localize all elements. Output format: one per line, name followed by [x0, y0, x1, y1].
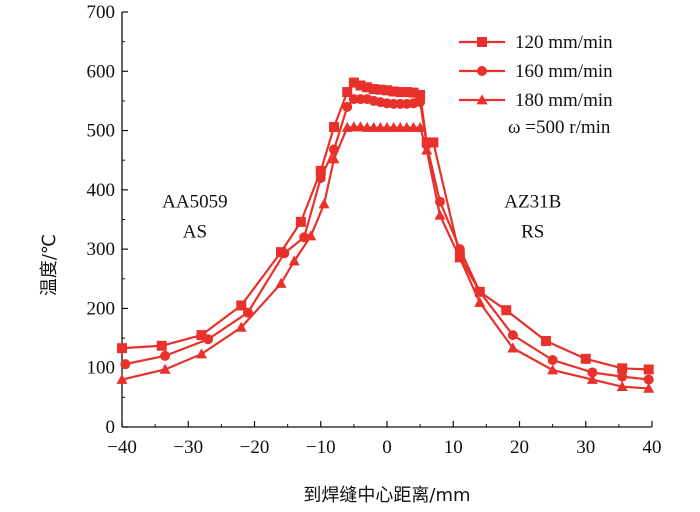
data-point [501, 305, 512, 316]
data-point [196, 330, 207, 341]
y-tick-label: 0 [106, 417, 116, 438]
data-point [329, 122, 339, 133]
y-tick-label: 100 [87, 358, 116, 379]
x-tick-label: −30 [173, 437, 203, 458]
data-point [236, 300, 247, 311]
data-point [318, 198, 330, 209]
y-tick-label: 500 [87, 121, 116, 142]
legend-label: 180 mm/min [515, 90, 613, 111]
series-triangle [116, 121, 655, 393]
data-point [408, 87, 419, 98]
data-point [547, 355, 558, 366]
y-tick-label: 600 [87, 61, 116, 82]
data-point [159, 363, 171, 374]
series-circle [120, 94, 654, 385]
data-point [196, 348, 207, 359]
data-point [295, 216, 306, 227]
data-point [586, 373, 598, 384]
data-point [395, 87, 406, 98]
data-point [382, 85, 392, 96]
data-point [328, 153, 340, 164]
data-point [342, 87, 353, 98]
annotation: AA5059 [162, 192, 227, 213]
data-point [454, 252, 466, 263]
data-point [617, 371, 628, 382]
data-point [541, 336, 551, 347]
x-tick-label: 40 [643, 437, 662, 458]
y-tick-label: 200 [87, 298, 116, 319]
series-layer [116, 77, 655, 393]
data-point [160, 350, 171, 361]
data-point [368, 84, 379, 95]
y-axis-title: 温度/℃ [39, 234, 60, 296]
data-point [342, 101, 353, 112]
data-point [117, 343, 127, 354]
annotation: RS [521, 221, 544, 242]
data-point [617, 363, 628, 374]
x-tick-label: 20 [510, 437, 529, 458]
y-tick-label: 300 [87, 239, 116, 260]
legend: 120 mm/min 160 mm/min 180 mm/min [459, 32, 613, 111]
data-point [643, 364, 654, 375]
legend-marker [477, 66, 487, 76]
legend-label: 160 mm/min [515, 61, 613, 82]
annotation-layer: AA5059 AS AZ31B RS ω =500 r/min [162, 117, 611, 242]
data-point [120, 359, 131, 370]
legend-marker [476, 94, 488, 105]
legend-label: 120 mm/min [515, 32, 613, 53]
annotation: AS [183, 221, 207, 242]
y-tick-label: 400 [87, 180, 116, 201]
data-point [305, 230, 317, 241]
data-point [279, 248, 290, 259]
x-axis-title: 到焊缝中心距离/mm [303, 485, 470, 506]
data-point [315, 173, 326, 183]
data-point [414, 121, 426, 132]
legend-marker [477, 37, 487, 47]
data-point [348, 77, 359, 88]
data-point [547, 364, 559, 375]
data-point [156, 340, 167, 351]
data-point [415, 90, 426, 100]
annotation: AZ31B [504, 192, 561, 213]
data-point [355, 80, 366, 91]
data-point [388, 86, 399, 97]
data-point [116, 373, 128, 384]
x-tick-label: 0 [382, 437, 392, 458]
data-point [616, 380, 628, 391]
x-tick-label: −40 [107, 437, 137, 458]
data-point [355, 121, 366, 132]
data-point [203, 334, 214, 345]
data-point [434, 209, 446, 220]
data-point [428, 137, 439, 148]
data-point [375, 84, 386, 95]
data-point [275, 277, 287, 288]
data-point [235, 321, 247, 332]
x-tick-label: −10 [306, 437, 336, 458]
x-tick-label: 30 [576, 437, 595, 458]
data-point [315, 165, 326, 176]
data-point [415, 97, 426, 108]
y-tick-label: 700 [87, 2, 116, 23]
data-point [587, 367, 598, 378]
data-point [507, 342, 519, 353]
data-point [643, 374, 654, 385]
data-point [362, 82, 373, 93]
axes: 0 100 200 300 400 500 600 700 −40 −30 −20 −10 0 10 20 3… [87, 2, 662, 458]
annotation: ω =500 r/min [508, 117, 611, 138]
data-point [242, 307, 253, 318]
data-point [421, 144, 433, 155]
data-point [507, 330, 518, 341]
data-point [474, 296, 486, 307]
data-point [288, 255, 300, 266]
data-point [580, 353, 591, 364]
data-point [643, 382, 655, 393]
x-tick-label: −20 [240, 437, 270, 458]
x-tick-label: 10 [444, 437, 463, 458]
data-point [401, 87, 412, 98]
